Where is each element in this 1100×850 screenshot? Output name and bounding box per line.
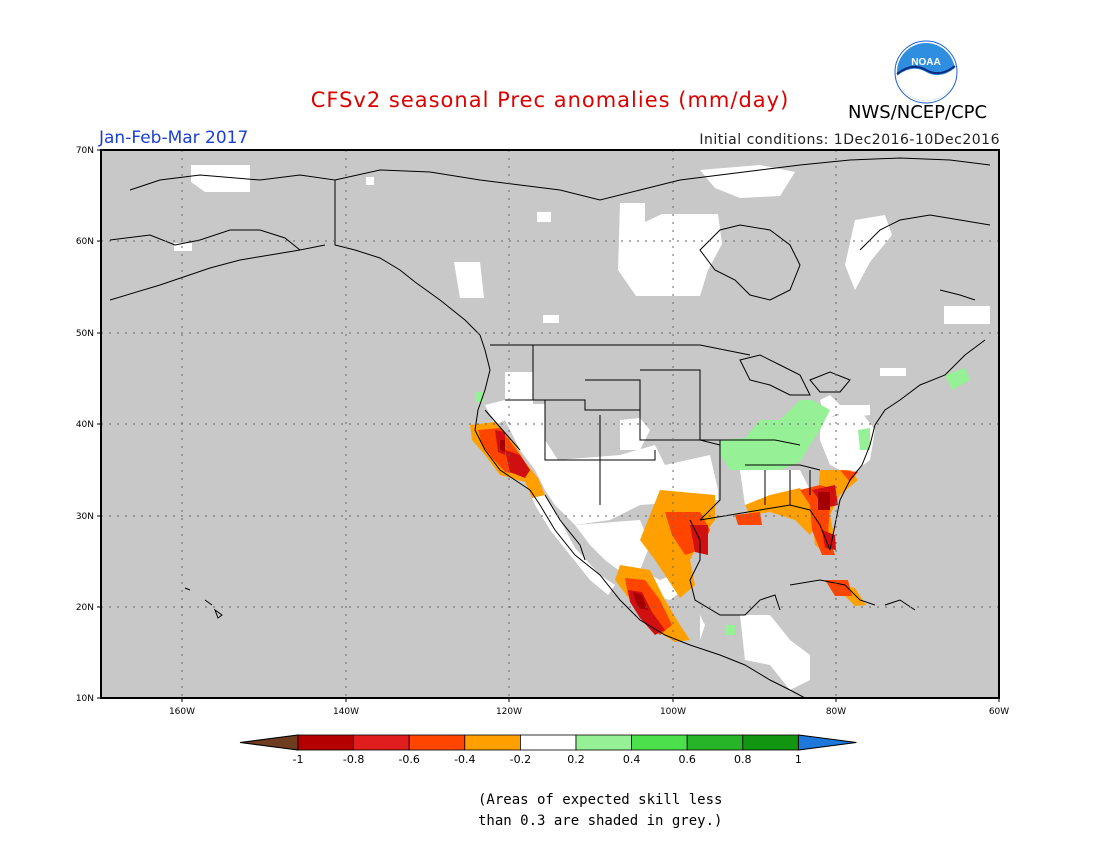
lon-label-80w: 80W: [826, 707, 846, 717]
colorbar-segment: [631, 734, 688, 751]
colorbar-label: 0.4: [623, 753, 641, 766]
colorbar-label: 0.2: [567, 753, 585, 766]
colorbar-label: -0.8: [343, 753, 364, 766]
colorbar-segment: [520, 734, 577, 751]
colorbar-segment: [686, 734, 744, 751]
skill-note: (Areas of expected skill less than 0.3 a…: [478, 790, 722, 832]
colorbar-label: 0.6: [678, 753, 696, 766]
axis-ticks: [97, 149, 1000, 702]
colorbar-arrow-left: [239, 734, 299, 751]
colorbar-segment: [297, 734, 354, 751]
colorbar-label: -0.6: [398, 753, 419, 766]
lon-label-120w: 120W: [496, 707, 522, 717]
initial-conditions: Initial conditions: 1Dec2016-10Dec2016: [699, 132, 1000, 148]
lat-label-30n: 30N: [76, 512, 94, 522]
skill-note-line2: than 0.3 are shaded in grey.): [478, 813, 723, 829]
lon-label-100w: 100W: [660, 707, 686, 717]
colorbar: -1 -0.8 -0.6 -0.4 -0.2 0.2 0.4 0.6 0.8 1: [239, 734, 857, 766]
colorbar-label: -0.4: [454, 753, 475, 766]
coastlines: [109, 157, 991, 698]
colorbar-label: 0.8: [734, 753, 752, 766]
lon-label-160w: 160W: [169, 707, 195, 717]
dark-red-areas: [500, 440, 830, 610]
colorbar-segment: [464, 734, 521, 751]
colorbar-segment: [353, 734, 410, 751]
colorbar-segment: [742, 734, 799, 751]
neutral-areas: [174, 165, 990, 690]
colorbar-label: -1: [293, 753, 304, 766]
lat-label-40n: 40N: [76, 420, 94, 430]
skill-note-line1: (Areas of expected skill less: [478, 792, 723, 808]
colorbar-label: 1: [795, 753, 802, 766]
lon-label-60w: 60W: [989, 707, 1009, 717]
colorbar-label: -0.2: [510, 753, 531, 766]
lon-label-140w: 140W: [333, 707, 359, 717]
lat-label-50n: 50N: [76, 329, 94, 339]
lat-label-20n: 20N: [76, 603, 94, 613]
colorbar-segment: [575, 734, 632, 751]
colorbar-arrow-right: [797, 734, 857, 751]
light-green-areas: [475, 368, 970, 635]
lat-label-70n: 70N: [76, 146, 94, 156]
chart-title: CFSv2 seasonal Prec anomalies (mm/day): [0, 88, 1100, 112]
logo-text: NOAA: [911, 57, 940, 68]
agency-label: NWS/NCEP/CPC: [848, 102, 988, 123]
chart-title-text: CFSv2 seasonal Prec anomalies (mm/day): [310, 88, 790, 112]
colorbar-segment: [408, 734, 466, 751]
noaa-logo-icon: NOAA: [894, 40, 958, 104]
graticule: [101, 150, 999, 698]
lat-label-10n: 10N: [76, 694, 94, 704]
lat-label-60n: 60N: [76, 237, 94, 247]
forecast-period: Jan-Feb-Mar 2017: [99, 128, 249, 148]
